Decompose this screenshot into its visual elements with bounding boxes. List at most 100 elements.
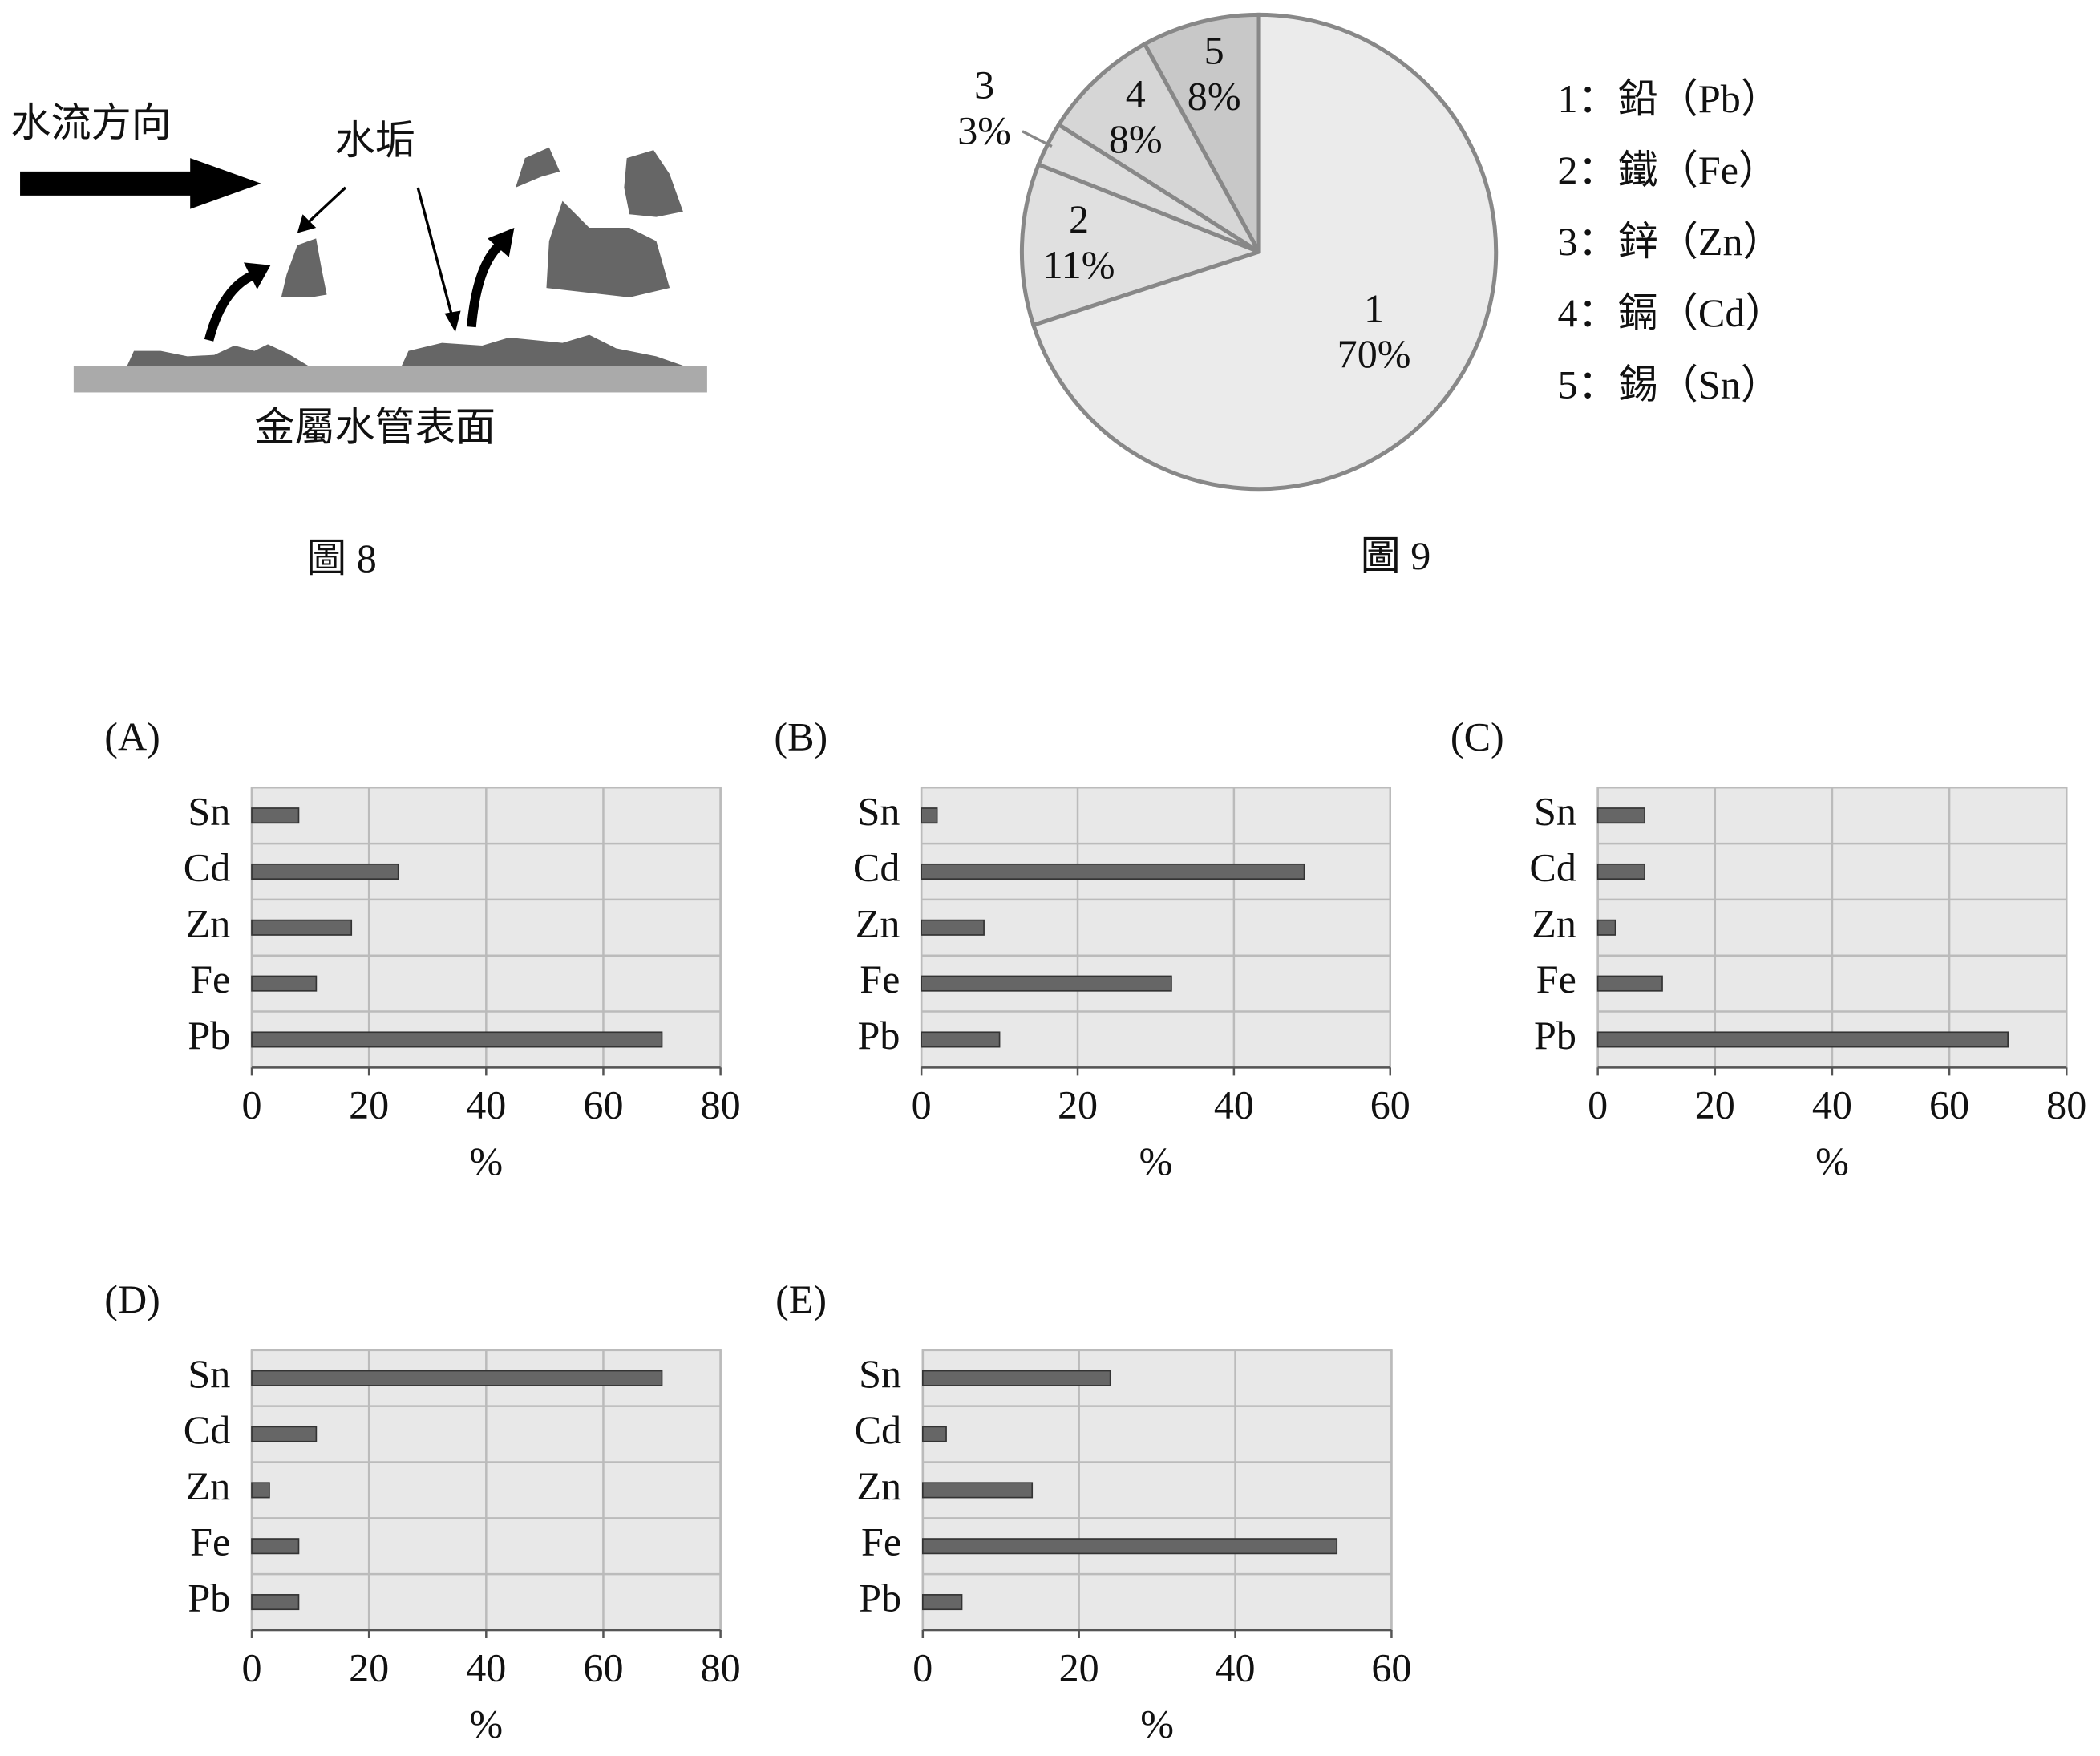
bar: [921, 1538, 1338, 1555]
y-tick-label: Pb: [1534, 1013, 1576, 1058]
chart-title: (A): [104, 714, 160, 759]
bar: [251, 1426, 318, 1442]
x-axis-label: %: [469, 1139, 503, 1183]
bar: [921, 919, 985, 936]
x-tick-label: 20: [349, 1645, 389, 1689]
bar: [921, 1370, 1111, 1386]
x-axis-label: %: [1815, 1139, 1849, 1183]
y-tick-label: Cd: [853, 844, 900, 889]
y-tick-label: Sn: [188, 1351, 230, 1396]
x-tick-label: 40: [1812, 1082, 1852, 1127]
x-tick-label: 60: [1370, 1082, 1410, 1127]
x-axis-label: %: [1140, 1701, 1174, 1746]
y-tick-label: Fe: [1536, 957, 1576, 1001]
y-tick-label: Zn: [186, 1463, 231, 1508]
slice-value-label: 8%: [1109, 116, 1163, 161]
y-tick-label: Fe: [861, 1519, 901, 1564]
scale-deposits: [127, 147, 683, 366]
pointer-head: [444, 310, 461, 333]
bar: [251, 919, 353, 936]
y-tick-label: Zn: [856, 1463, 901, 1508]
bar: [921, 1594, 963, 1611]
x-tick-label: 80: [701, 1082, 741, 1127]
x-axis-label: %: [469, 1701, 503, 1746]
bar: [921, 1482, 1034, 1499]
bar: [921, 863, 1305, 880]
legend-entry: 5：錫（Sn）: [1558, 362, 1781, 407]
x-tick-label: 60: [583, 1082, 623, 1127]
x-tick-label: 0: [912, 1082, 932, 1127]
legend-entry: 3：鋅（Zn）: [1558, 219, 1783, 264]
pipe-surface: [73, 366, 707, 393]
slice-value-label: 70%: [1337, 331, 1411, 376]
caption: 圖 8: [306, 536, 377, 581]
slice-label: 1: [1364, 285, 1384, 330]
x-tick-label: 20: [349, 1082, 389, 1127]
x-tick-label: 20: [1059, 1645, 1099, 1689]
chart-title: (D): [104, 1277, 160, 1321]
x-tick-label: 60: [1929, 1082, 1969, 1127]
bar: [1596, 807, 1645, 824]
plot-area: [920, 786, 1392, 1069]
y-tick-label: Pb: [859, 1576, 901, 1620]
y-tick-label: Cd: [855, 1407, 901, 1452]
legend-entry: 4：鎘（Cd）: [1558, 290, 1786, 335]
y-tick-label: Cd: [184, 844, 230, 889]
y-tick-label: Fe: [190, 957, 230, 1001]
bar: [251, 1538, 300, 1555]
slice-value-label: 11%: [1042, 242, 1115, 287]
lift-arrow: [467, 243, 502, 328]
x-tick-label: 80: [2046, 1082, 2086, 1127]
slice-value-label: 3%: [957, 107, 1011, 152]
y-tick-label: Pb: [857, 1013, 900, 1058]
x-tick-label: 60: [1371, 1645, 1411, 1689]
leader-line: [1022, 130, 1053, 148]
y-tick-label: Fe: [190, 1519, 230, 1564]
bar: [251, 863, 399, 880]
slice-label: 3: [974, 63, 994, 107]
x-tick-label: 20: [1695, 1082, 1735, 1127]
bar: [1596, 863, 1645, 880]
bar: [921, 807, 938, 824]
chart-title: (C): [1451, 714, 1504, 759]
bar: [251, 1482, 270, 1499]
pie-slice: [1019, 161, 1265, 328]
bar: [251, 1594, 300, 1611]
legend-entry: 2：鐵（Fe）: [1558, 148, 1779, 192]
scale-diagram: 水流方向 水垢 金屬水管表面 圖 8: [10, 100, 707, 581]
bar: [251, 807, 300, 824]
legend-entry: 1：鉛（Pb）: [1558, 76, 1781, 121]
y-tick-label: Fe: [860, 957, 900, 1001]
y-tick-label: Pb: [188, 1576, 230, 1620]
x-tick-label: 40: [466, 1645, 506, 1689]
chart-title: (E): [775, 1277, 827, 1321]
flow-arrow: [20, 158, 261, 209]
y-tick-label: Zn: [1532, 900, 1576, 945]
x-axis-label: %: [1139, 1139, 1173, 1183]
x-tick-label: 60: [583, 1645, 623, 1689]
pie-slice: [1030, 12, 1499, 492]
flow-label: 水流方向: [10, 100, 171, 145]
bar: [1596, 975, 1663, 992]
lift-arrow: [204, 270, 257, 342]
lift-arrow-head: [243, 262, 271, 289]
bar: [251, 1031, 663, 1048]
x-tick-label: 40: [1214, 1082, 1254, 1127]
bar: [1596, 919, 1616, 936]
x-tick-label: 0: [912, 1645, 933, 1689]
slice-label: 4: [1126, 71, 1146, 115]
pointer: [304, 186, 347, 226]
scale-label: 水垢: [335, 118, 415, 163]
y-tick-label: Sn: [188, 789, 230, 834]
slice-label: 2: [1069, 196, 1089, 241]
pie-slice: [1055, 41, 1261, 254]
slice-label: 5: [1204, 27, 1224, 72]
x-tick-label: 40: [466, 1082, 506, 1127]
bar: [921, 1031, 1001, 1048]
y-tick-label: Sn: [857, 789, 900, 834]
y-tick-label: Sn: [859, 1351, 901, 1396]
pie-slice: [1142, 12, 1261, 253]
pointer-head: [297, 214, 317, 233]
y-tick-label: Zn: [186, 900, 231, 945]
